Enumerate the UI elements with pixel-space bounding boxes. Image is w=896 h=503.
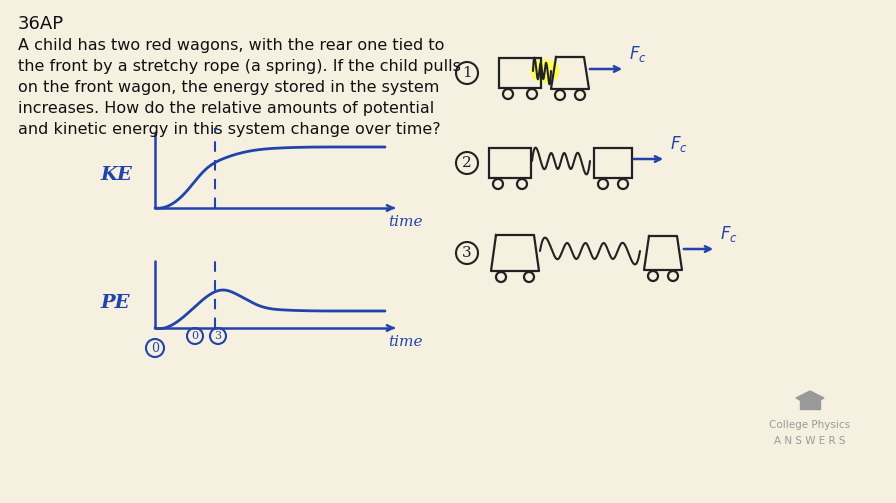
Text: $F_c$: $F_c$ (629, 44, 647, 64)
Text: 36AP: 36AP (18, 15, 65, 33)
Bar (499, 58, 541, 88)
Bar (489, 148, 531, 178)
Polygon shape (800, 398, 820, 409)
Text: 1: 1 (462, 66, 472, 80)
Text: 3: 3 (214, 331, 221, 341)
Polygon shape (796, 391, 824, 405)
Bar (594, 148, 632, 178)
Text: A child has two red wagons, with the rear one tied to
the front by a stretchy ro: A child has two red wagons, with the rea… (18, 38, 461, 137)
Text: 0: 0 (192, 331, 199, 341)
Text: time: time (388, 215, 423, 229)
Text: 0: 0 (151, 342, 159, 355)
Text: time: time (388, 335, 423, 349)
Text: 2: 2 (462, 156, 472, 170)
Text: $F_c$: $F_c$ (670, 134, 688, 154)
Text: KE: KE (100, 166, 132, 184)
Text: 3: 3 (462, 246, 472, 260)
Text: College Physics
A N S W E R S: College Physics A N S W E R S (770, 420, 850, 446)
Ellipse shape (531, 60, 559, 82)
Text: $F_c$: $F_c$ (720, 224, 737, 244)
Text: PE: PE (100, 294, 130, 312)
